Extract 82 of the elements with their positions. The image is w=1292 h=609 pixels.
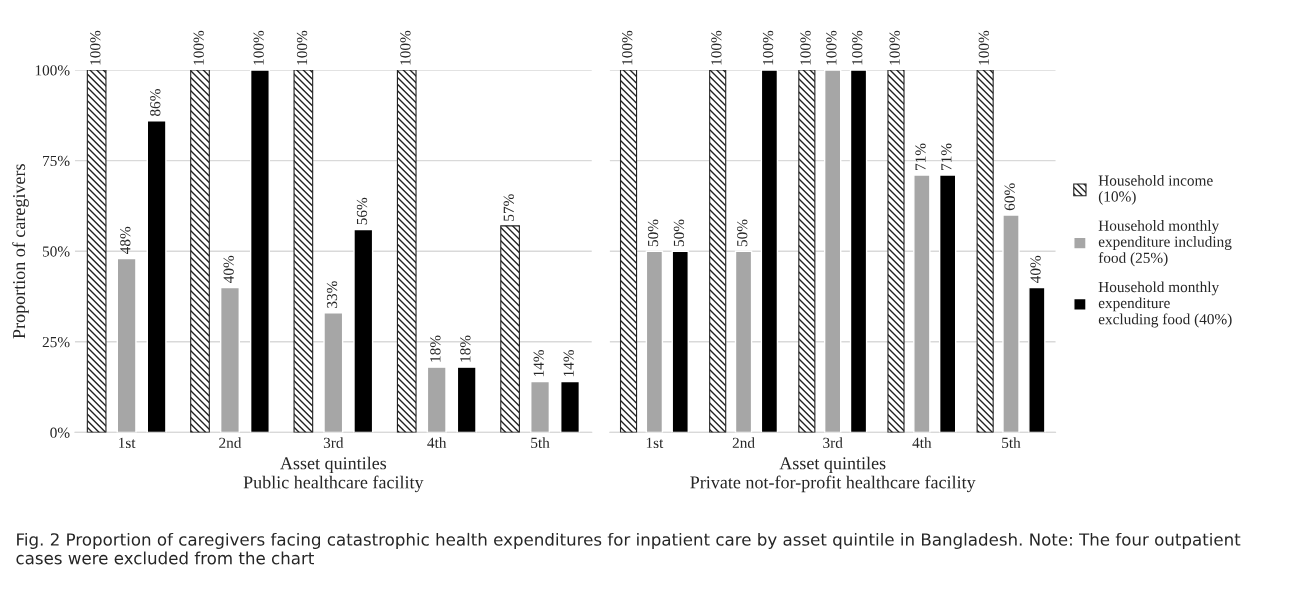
legend-label: Household monthly expenditure excluding food (40%)	[1098, 281, 1232, 328]
data-label: 100%	[253, 30, 264, 65]
bar	[1002, 214, 1020, 433]
bar	[976, 70, 994, 433]
bar	[709, 70, 727, 433]
bar	[1028, 286, 1046, 433]
x-tick-label: 3rd	[323, 437, 344, 448]
bar	[938, 174, 957, 433]
data-label: 50%	[737, 219, 748, 247]
data-label: 14%	[533, 350, 544, 377]
data-label: 100%	[800, 30, 811, 65]
bar	[671, 250, 689, 433]
bar	[353, 228, 374, 433]
caption: Fig. 2 Proportion of caregivers facing catastrophic health expenditures for inpatient care by asset quintile in Bangladesh. Note: The four outpatient cases were excluded from the chart	[16, 532, 1241, 565]
bar	[887, 70, 905, 433]
y-tick-label: 25%	[42, 336, 70, 348]
bar	[146, 120, 167, 433]
y-tick-label: 50%	[42, 246, 70, 257]
data-label: 60%	[1004, 183, 1015, 211]
bar	[219, 286, 240, 433]
data-label: 18%	[460, 335, 471, 362]
data-label: 100%	[711, 30, 722, 65]
data-label: 100%	[826, 30, 837, 65]
data-label: 57%	[503, 194, 514, 221]
y-tick-label: 0%	[50, 427, 70, 438]
data-label: 100%	[90, 30, 101, 65]
x-tick-label: 2nd	[732, 437, 755, 448]
data-label: 100%	[889, 30, 900, 65]
bar	[190, 70, 210, 433]
data-label: 100%	[400, 30, 411, 65]
bar	[734, 250, 753, 433]
data-label: 100%	[296, 30, 308, 65]
data-label: 33%	[326, 281, 338, 308]
bar	[760, 70, 779, 433]
bar	[560, 380, 581, 433]
data-label: 100%	[762, 30, 774, 65]
x-tick-label: 5th	[1002, 437, 1021, 448]
x-tick-label: 2nd	[219, 437, 242, 448]
x-tick-label: 1st	[119, 437, 136, 448]
bar	[456, 366, 477, 433]
bar	[249, 70, 270, 433]
bar	[116, 257, 137, 433]
data-label: 14%	[563, 350, 574, 377]
legend-label: Household monthly expenditure including food (25%)	[1098, 220, 1232, 267]
bar	[798, 70, 816, 433]
data-label: 50%	[647, 219, 659, 247]
data-label: 100%	[978, 30, 990, 65]
bar	[913, 174, 931, 433]
bar	[619, 70, 638, 433]
x-tick-label: 1st	[646, 437, 664, 448]
bar	[426, 366, 447, 433]
bar	[86, 70, 107, 433]
data-label: 56%	[356, 197, 368, 225]
data-label: 18%	[430, 335, 441, 362]
data-label: 40%	[1030, 255, 1041, 283]
bar	[323, 312, 344, 433]
data-label: 48%	[120, 226, 131, 254]
x-axis-title: Asset quintiles Private not-for-profit healthcare facility	[690, 456, 976, 493]
x-tick-label: 3rd	[823, 437, 843, 448]
y-tick-label: 100%	[35, 65, 70, 76]
bar	[849, 70, 868, 433]
bar	[530, 380, 551, 433]
data-label: 71%	[941, 143, 952, 170]
bar	[500, 225, 520, 433]
data-label: 86%	[150, 89, 161, 117]
data-label: 40%	[223, 255, 234, 283]
data-label: 71%	[915, 143, 926, 170]
bar	[293, 70, 314, 433]
x-axis-title: Asset quintiles Public healthcare facility	[243, 456, 424, 493]
x-tick-label: 4th	[427, 437, 447, 448]
data-label: 100%	[852, 30, 863, 65]
x-tick-label: 4th	[912, 437, 932, 448]
y-axis-title: Proportion of caregivers	[12, 164, 29, 339]
y-tick-label: 75%	[43, 155, 70, 167]
bar	[396, 70, 417, 433]
data-label: 100%	[622, 30, 633, 65]
bar	[645, 250, 664, 433]
legend-label: Household income (10%)	[1098, 174, 1213, 205]
x-tick-label: 5th	[531, 437, 550, 448]
bar	[823, 70, 842, 433]
data-label: 100%	[193, 30, 204, 65]
data-label: 50%	[673, 219, 685, 247]
